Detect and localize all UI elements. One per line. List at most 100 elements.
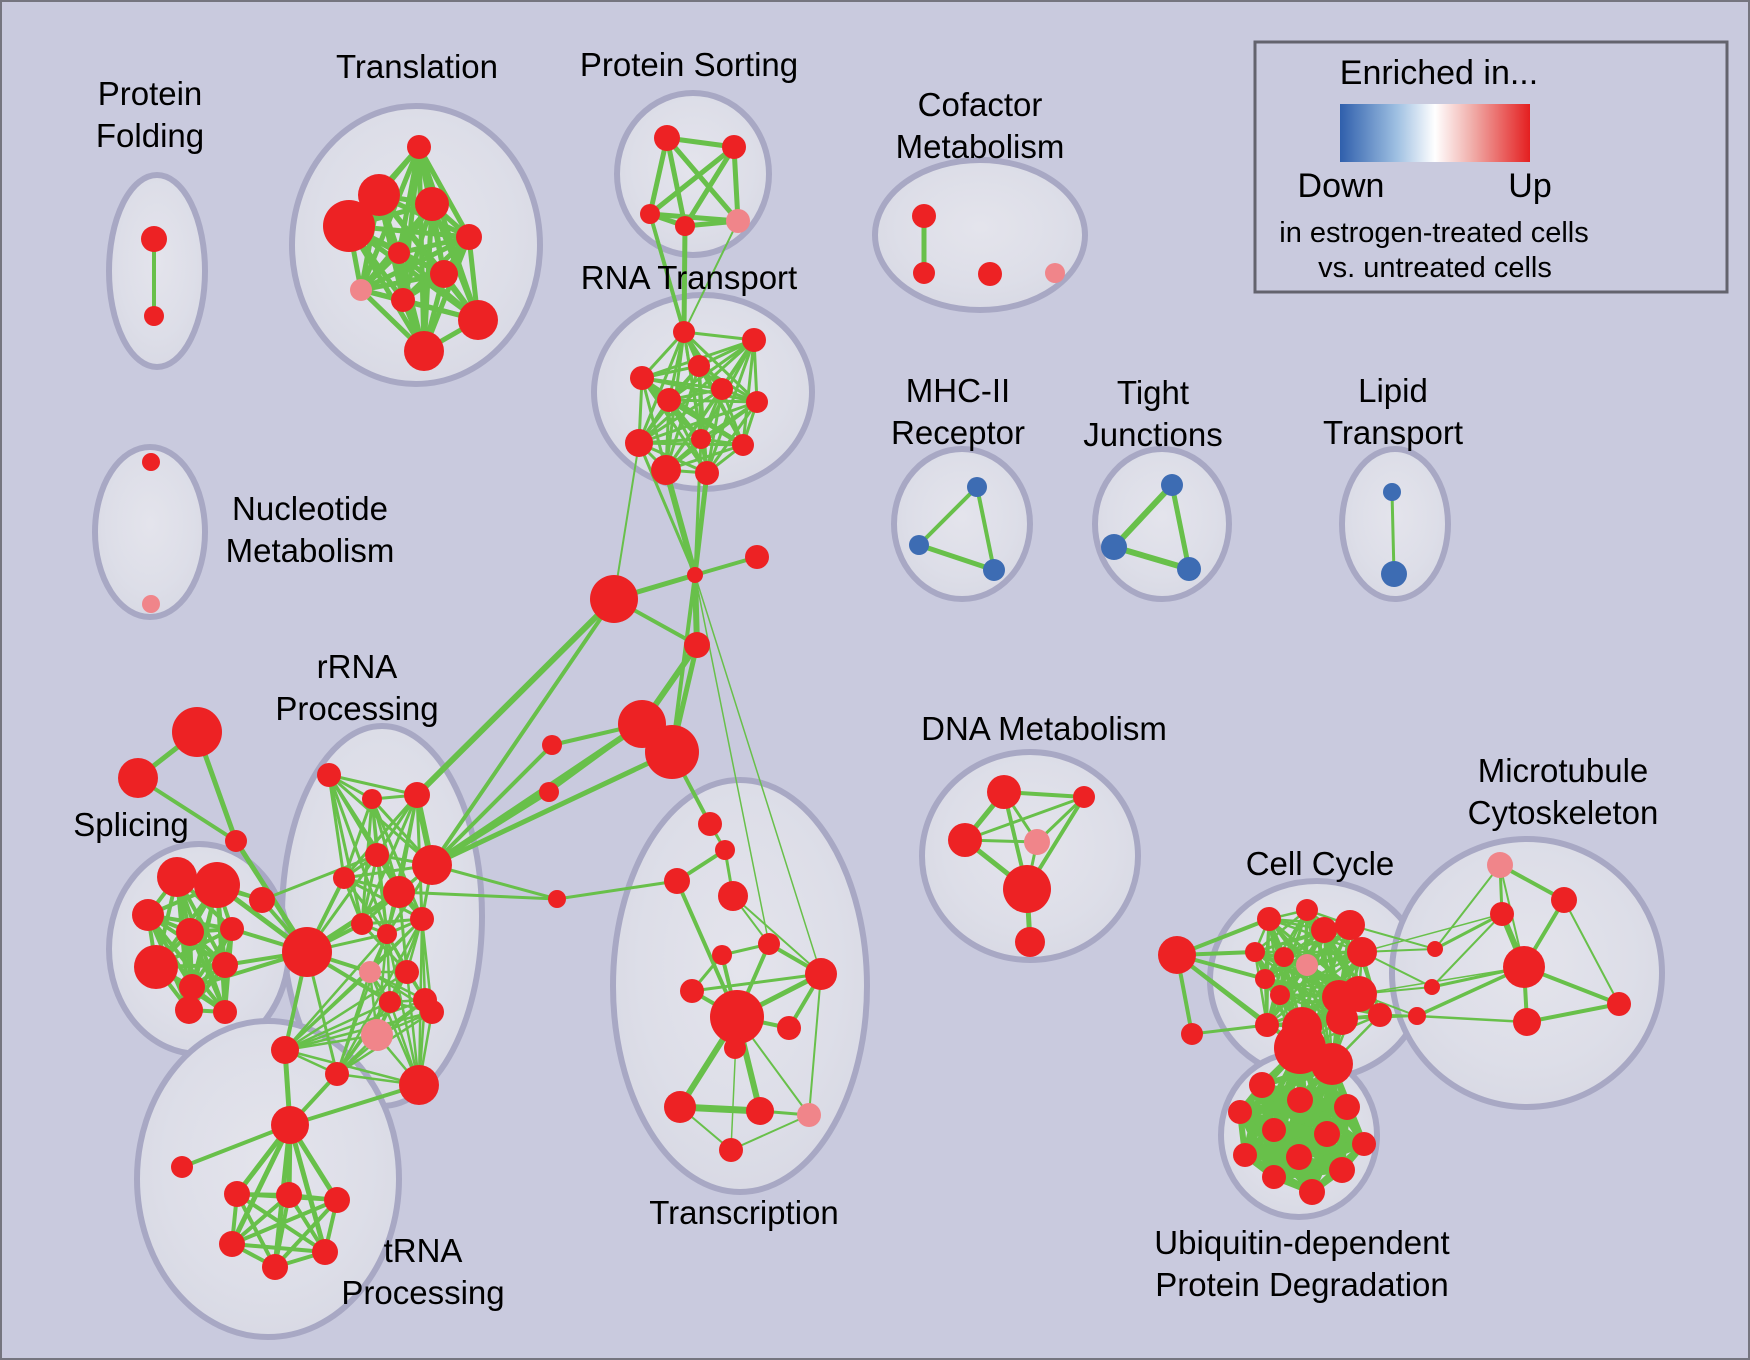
network-node-cc18[interactable] — [1368, 1003, 1392, 1027]
network-node-cc17[interactable] — [1326, 1003, 1358, 1035]
network-node-br3[interactable] — [1408, 1007, 1426, 1025]
network-node-ub7[interactable] — [1352, 1132, 1376, 1156]
network-node-cf3[interactable] — [978, 262, 1002, 286]
network-node-sp7[interactable] — [179, 974, 205, 1000]
network-node-rr5[interactable] — [333, 867, 355, 889]
network-node-rr10[interactable] — [377, 924, 397, 944]
network-node-rr1[interactable] — [317, 763, 341, 787]
network-node-tn3[interactable] — [224, 1181, 250, 1207]
network-node-tc9[interactable] — [746, 1097, 774, 1125]
network-node-rr18[interactable] — [325, 1062, 349, 1086]
network-node-rr2[interactable] — [362, 789, 382, 809]
network-node-tg2[interactable] — [118, 758, 158, 798]
network-node-tc10[interactable] — [797, 1103, 821, 1127]
network-node-cc8[interactable] — [1274, 947, 1294, 967]
network-node-tc11[interactable] — [719, 1138, 743, 1162]
network-node-ch2[interactable] — [745, 545, 769, 569]
network-node-mt3[interactable] — [1490, 902, 1514, 926]
network-node-tr4[interactable] — [323, 200, 375, 252]
network-node-dn1[interactable] — [987, 775, 1021, 809]
network-node-ub9[interactable] — [1286, 1144, 1312, 1170]
network-node-ub6[interactable] — [1314, 1121, 1340, 1147]
network-node-rr15[interactable] — [282, 927, 332, 977]
network-node-sp2[interactable] — [194, 862, 240, 908]
network-node-tc8[interactable] — [664, 1091, 696, 1123]
network-node-tc4[interactable] — [680, 979, 704, 1003]
network-node-mt1[interactable] — [1487, 852, 1513, 878]
network-node-cf1[interactable] — [912, 204, 936, 228]
network-node-rn2[interactable] — [742, 328, 766, 352]
network-node-rr11[interactable] — [395, 960, 419, 984]
network-node-tj2[interactable] — [1101, 534, 1127, 560]
network-node-cc10[interactable] — [1347, 937, 1377, 967]
network-node-cc1[interactable] — [1158, 936, 1196, 974]
network-node-rn3[interactable] — [630, 366, 654, 390]
network-node-tr8[interactable] — [350, 279, 372, 301]
network-node-ub12[interactable] — [1299, 1179, 1325, 1205]
network-node-rr16[interactable] — [249, 887, 275, 913]
network-node-rr12[interactable] — [359, 961, 381, 983]
network-node-tn8[interactable] — [262, 1254, 288, 1280]
network-node-sp1[interactable] — [157, 857, 197, 897]
network-node-cc14[interactable] — [1341, 976, 1377, 1012]
network-node-ub1[interactable] — [1249, 1072, 1275, 1098]
network-node-mh1[interactable] — [967, 477, 987, 497]
network-node-tr7[interactable] — [430, 260, 458, 288]
network-node-tc7[interactable] — [724, 1037, 746, 1059]
network-node-tr6[interactable] — [388, 242, 410, 264]
network-node-tc6[interactable] — [777, 1016, 801, 1040]
network-node-tr9[interactable] — [391, 288, 415, 312]
network-node-tc1[interactable] — [712, 945, 732, 965]
network-node-ch10[interactable] — [698, 812, 722, 836]
network-node-tg3[interactable] — [225, 830, 247, 852]
network-node-mh2[interactable] — [909, 535, 929, 555]
network-node-rr14[interactable] — [379, 991, 401, 1013]
network-node-ch1[interactable] — [687, 567, 703, 583]
network-node-ub3[interactable] — [1334, 1094, 1360, 1120]
network-node-ch6[interactable] — [645, 725, 699, 779]
network-node-tj3[interactable] — [1177, 557, 1201, 581]
network-node-ch7[interactable] — [542, 735, 562, 755]
network-node-cc9[interactable] — [1296, 954, 1318, 976]
network-node-ub2[interactable] — [1287, 1087, 1313, 1113]
network-node-ps3[interactable] — [640, 204, 660, 224]
network-node-rr9[interactable] — [351, 913, 373, 935]
network-node-tn2[interactable] — [171, 1156, 193, 1178]
network-node-cc7[interactable] — [1245, 942, 1265, 962]
network-node-ps4[interactable] — [675, 216, 695, 236]
network-node-cf2[interactable] — [913, 262, 935, 284]
network-node-lp1[interactable] — [1383, 483, 1401, 501]
network-node-tr3[interactable] — [415, 187, 449, 221]
network-node-rr21[interactable] — [399, 1065, 439, 1105]
network-node-rr17[interactable] — [271, 1036, 299, 1064]
network-node-ch8[interactable] — [539, 782, 559, 802]
network-node-tc5[interactable] — [710, 990, 764, 1044]
network-node-tn7[interactable] — [312, 1239, 338, 1265]
network-node-ch12[interactable] — [664, 868, 690, 894]
network-node-cc3[interactable] — [1257, 907, 1281, 931]
network-node-ub10[interactable] — [1262, 1165, 1286, 1189]
network-node-br2[interactable] — [1424, 979, 1440, 995]
network-node-rr8[interactable] — [410, 907, 434, 931]
network-node-tr10[interactable] — [458, 300, 498, 340]
network-node-cc5[interactable] — [1311, 917, 1337, 943]
network-node-tr2[interactable] — [358, 174, 400, 216]
network-node-cc4[interactable] — [1296, 899, 1318, 921]
network-node-sp9[interactable] — [175, 996, 203, 1024]
network-node-mt5[interactable] — [1607, 992, 1631, 1016]
network-node-tc2[interactable] — [758, 933, 780, 955]
network-node-mt6[interactable] — [1513, 1008, 1541, 1036]
network-node-rr4[interactable] — [365, 843, 389, 867]
network-node-nu2[interactable] — [142, 595, 160, 613]
network-node-rr3[interactable] — [404, 782, 430, 808]
network-node-dn6[interactable] — [1015, 927, 1045, 957]
network-node-ps5[interactable] — [726, 209, 750, 233]
network-node-rn6[interactable] — [657, 388, 681, 412]
network-node-ch11[interactable] — [715, 840, 735, 860]
network-node-tr11[interactable] — [404, 331, 444, 371]
network-node-tn1[interactable] — [271, 1106, 309, 1144]
network-node-rn5[interactable] — [711, 378, 733, 400]
network-node-pf1[interactable] — [141, 226, 167, 252]
network-node-pf2[interactable] — [144, 306, 164, 326]
network-node-tn5[interactable] — [324, 1187, 350, 1213]
